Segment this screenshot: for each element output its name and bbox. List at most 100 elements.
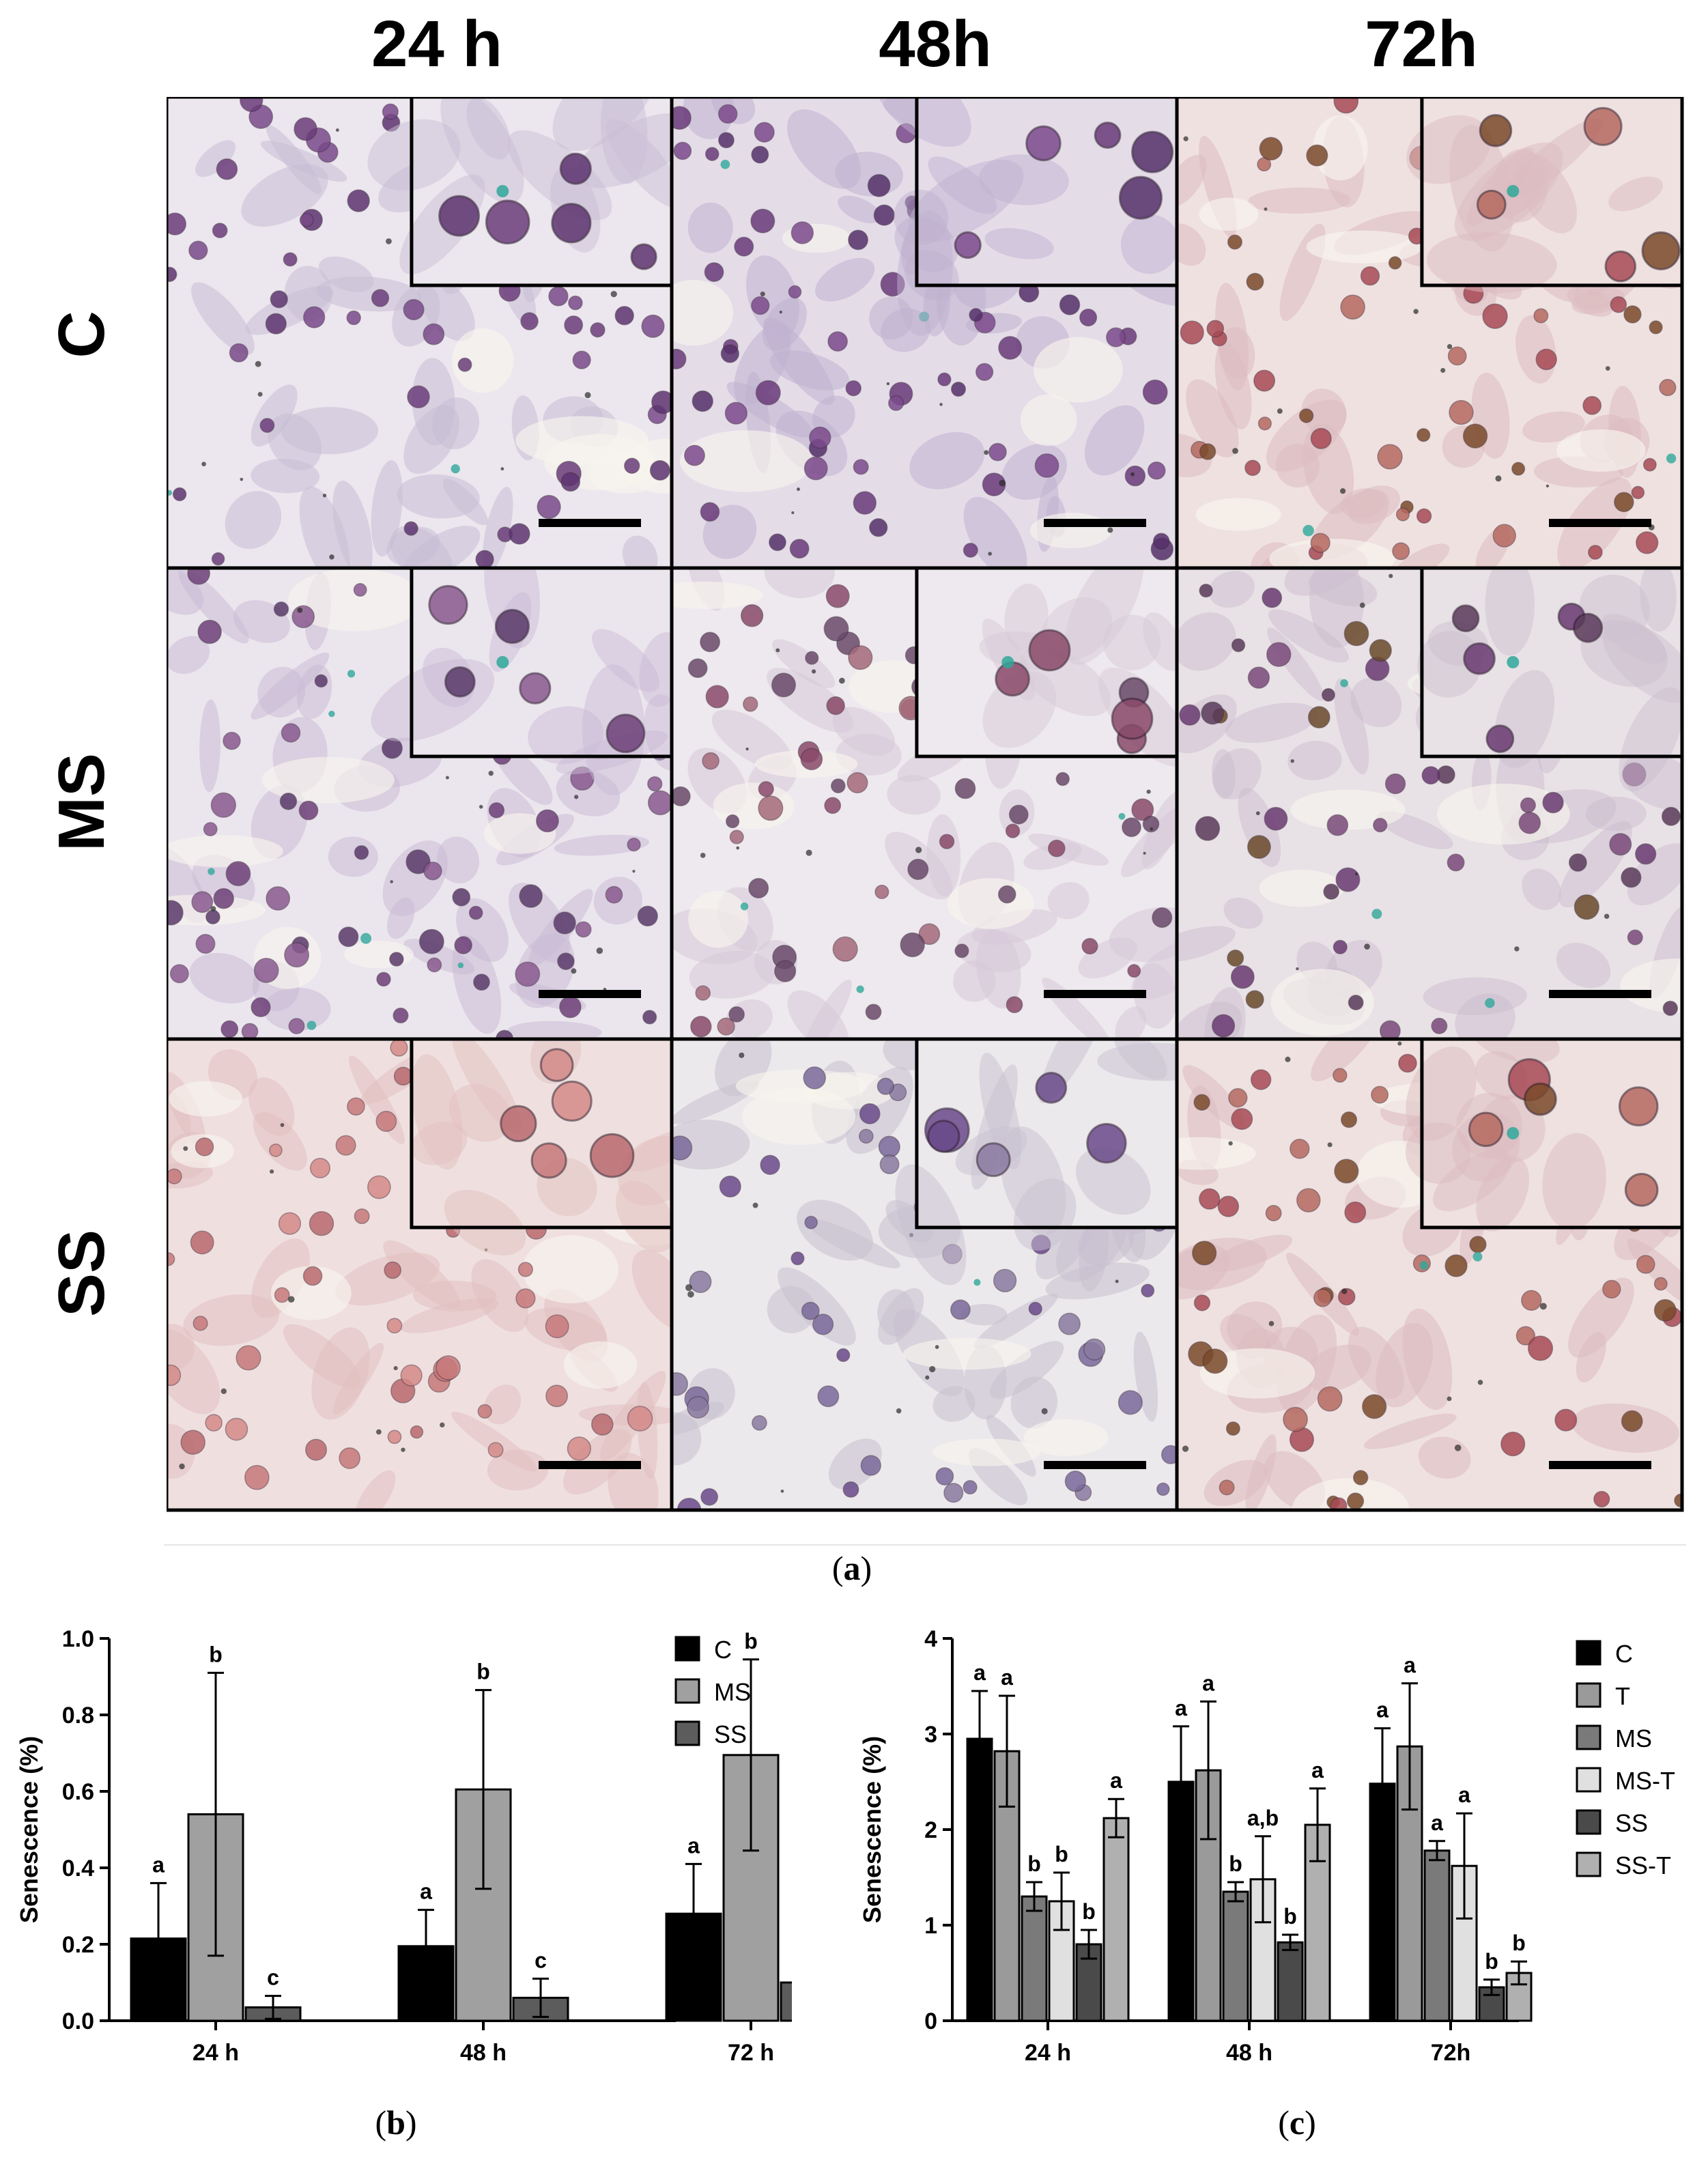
cell-nucleus [1492, 524, 1516, 548]
y-tick-label: 1 [924, 1913, 937, 1939]
cell-cytoplasm [403, 405, 459, 474]
debris-dot [322, 494, 327, 498]
cell-nucleus [672, 1372, 688, 1396]
cell-nucleus [1593, 1490, 1610, 1508]
cell-cytoplasm [299, 486, 350, 568]
significance-letter: c [267, 1965, 279, 1990]
cell-nucleus [187, 568, 210, 585]
significance-letter: a [1001, 1665, 1013, 1690]
cell-nucleus [672, 348, 687, 370]
cell-nucleus [191, 891, 214, 913]
cell-nucleus [305, 1438, 328, 1461]
debris-dot [297, 607, 303, 613]
senescent-stain [1485, 998, 1495, 1008]
debris-dot [1389, 573, 1393, 578]
cell-cytoplasm [354, 1470, 396, 1510]
inset-nucleus [551, 1080, 593, 1122]
cell-nucleus [1199, 583, 1213, 598]
x-tick-label: 72h [1431, 2040, 1471, 2066]
x-tick-label: 48 h [460, 2040, 507, 2066]
inset-nucleus [1479, 113, 1513, 147]
cell-cytoplasm [1186, 379, 1239, 458]
legend-label: MS [714, 1678, 751, 1706]
cell-nucleus [1283, 1406, 1308, 1432]
significance-letter: a [1110, 1768, 1122, 1793]
cell-cytoplasm [608, 1453, 659, 1510]
cell-nucleus [1340, 1111, 1358, 1128]
cell-nucleus [1131, 798, 1154, 821]
cell-nucleus [1533, 308, 1549, 324]
cell-nucleus [1649, 320, 1663, 335]
inset-cytoplasm [644, 694, 672, 771]
inset-cytoplasm [600, 97, 648, 184]
cell-nucleus [687, 658, 708, 679]
cell-nucleus [1321, 687, 1335, 702]
legend-swatch [674, 1636, 700, 1662]
cell-nucleus [354, 1208, 370, 1225]
debris-dot [736, 846, 740, 850]
cell-nucleus [1081, 937, 1098, 955]
debris-dot [886, 382, 890, 386]
cell-nucleus [700, 1488, 719, 1506]
cell-nucleus [754, 122, 775, 143]
cell-nucleus [384, 1261, 402, 1279]
cell-cytoplasm [451, 1411, 538, 1472]
cell-nucleus [1323, 883, 1340, 900]
debris-dot [1107, 527, 1113, 533]
cell-nucleus [1317, 1386, 1343, 1412]
significance-letter: b [1027, 1851, 1041, 1876]
cell-nucleus [672, 106, 692, 130]
cell-nucleus [1306, 144, 1328, 167]
cell-nucleus [1225, 1421, 1240, 1436]
senescent-stain [856, 985, 864, 993]
debris-dot [1143, 851, 1146, 855]
cell-nucleus [825, 584, 850, 608]
cell-nucleus [690, 1016, 712, 1038]
cell-nucleus [734, 236, 754, 257]
significance-letter: a [1376, 1698, 1389, 1722]
clear-area [1313, 115, 1368, 181]
cell-nucleus [1141, 1283, 1155, 1298]
cell-cytoplasm [960, 1303, 1008, 1326]
x-tick-label: 72 h [728, 2040, 774, 2066]
scale-bar [1549, 990, 1651, 998]
inset-cytoplasm [367, 119, 461, 191]
cell-nucleus [1361, 1394, 1387, 1419]
debris-dot [1514, 946, 1520, 952]
cell-cytoplasm [1045, 1262, 1150, 1300]
cell-cytoplasm [1347, 485, 1400, 524]
cell-cytoplasm [371, 460, 403, 557]
cell-nucleus [1444, 1254, 1468, 1277]
debris-dot [1255, 811, 1260, 816]
cell-nucleus [1199, 443, 1216, 460]
inset-nucleus [927, 1120, 960, 1153]
cell-nucleus [1621, 867, 1642, 888]
debris-dot [685, 1284, 692, 1292]
cell-nucleus [1462, 423, 1488, 449]
cell-nucleus [393, 1066, 413, 1086]
cell-nucleus [1335, 867, 1361, 892]
cell-nucleus [873, 204, 895, 226]
clear-area [1306, 230, 1423, 264]
debris-dot [745, 747, 749, 751]
cell-nucleus [1307, 706, 1330, 729]
cell-nucleus [1142, 815, 1160, 833]
inset-nucleus [1118, 175, 1163, 220]
cell-nucleus [803, 456, 828, 481]
cell-nucleus [387, 1430, 402, 1445]
inset-cytoplasm [1013, 1178, 1077, 1251]
cell-nucleus [390, 1039, 408, 1057]
cell-nucleus [637, 905, 658, 927]
zoom-inset [371, 568, 672, 796]
cell-cytoplasm [1028, 834, 1109, 866]
row-header-ss: SS [45, 1229, 118, 1318]
cell-nucleus [346, 310, 361, 326]
inset-nucleus [1086, 1122, 1127, 1164]
micrograph-panel [167, 97, 674, 570]
cell-nucleus [405, 849, 431, 875]
cell-cytoplasm [1131, 937, 1177, 999]
significance-letter: a [687, 1833, 700, 1858]
cell-cytoplasm [1225, 702, 1318, 743]
cell-nucleus [1371, 1085, 1389, 1104]
cell-nucleus [468, 905, 483, 920]
